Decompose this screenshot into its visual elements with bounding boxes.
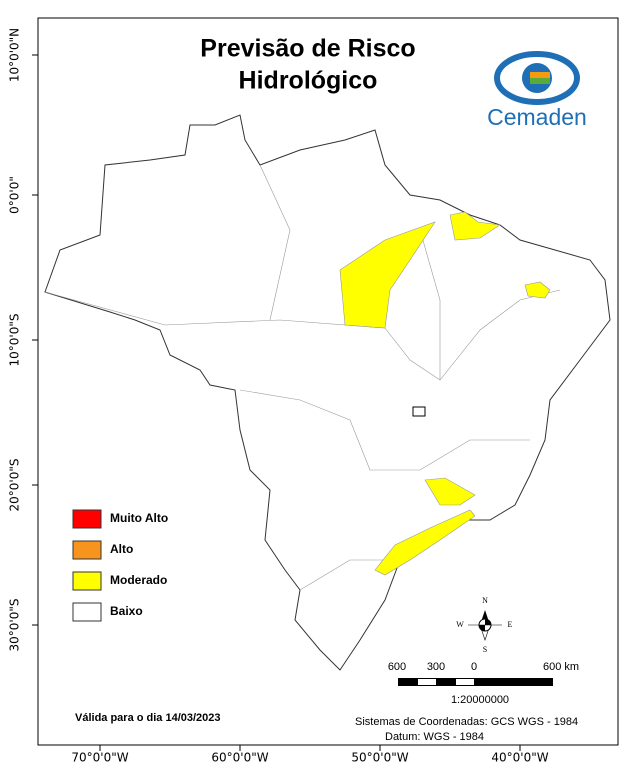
graticule-labels: 10°0'0"N 0°0'0" 10°0'0"S 20°0'0"S 30°0'0"S 70… bbox=[8, 28, 549, 765]
latitude-label: 0°0'0" bbox=[8, 176, 22, 214]
title-line: Previsão de Risco bbox=[200, 35, 415, 63]
latitude-label: 30°0'0"S bbox=[8, 599, 22, 652]
compass: N S W E bbox=[456, 596, 512, 654]
federal-district bbox=[412, 406, 426, 417]
legend: Muito Alto Alto Moderado Baixo bbox=[72, 509, 168, 622]
longitude-label: 50°0'0"W bbox=[351, 751, 408, 765]
legend-label: Moderado bbox=[110, 573, 167, 587]
coordinate-system: Sistemas de Coordenadas: GCS WGS - 1984 bbox=[355, 716, 578, 728]
legend-swatch bbox=[72, 540, 102, 560]
scale-ratio: 1:20000000 bbox=[451, 694, 509, 706]
longitude-label: 60°0'0"W bbox=[211, 751, 268, 765]
compass-letter: N bbox=[482, 596, 488, 605]
legend-label: Baixo bbox=[110, 604, 143, 618]
compass-letter: E bbox=[508, 620, 513, 629]
legend-label: Alto bbox=[110, 542, 133, 556]
coordinate-system: Datum: WGS - 1984 bbox=[385, 731, 484, 743]
country-outline bbox=[44, 114, 611, 671]
latitude-label: 10°0'0"S bbox=[8, 314, 22, 367]
scale-label: 0 bbox=[471, 661, 477, 673]
latitude-label: 20°0'0"S bbox=[8, 459, 22, 512]
scale-label: 300 bbox=[427, 661, 445, 673]
compass-letter: W bbox=[456, 620, 464, 629]
moderate-areas bbox=[339, 211, 551, 576]
logo-text: Cemaden bbox=[487, 104, 587, 130]
frame-ticks bbox=[32, 54, 521, 751]
title-line: Hidrológico bbox=[239, 67, 378, 95]
legend-swatch bbox=[72, 602, 102, 622]
latitude-label: 10°0'0"N bbox=[8, 28, 22, 82]
longitude-label: 70°0'0"W bbox=[71, 751, 128, 765]
legend-label: Muito Alto bbox=[110, 511, 168, 525]
scale-label: 600 bbox=[388, 661, 406, 673]
legend-swatch bbox=[72, 571, 102, 591]
compass-letter: S bbox=[483, 645, 487, 654]
scale-label: 600 km bbox=[543, 661, 579, 673]
legend-swatch bbox=[72, 509, 102, 529]
longitude-label: 40°0'0"W bbox=[491, 751, 548, 765]
validity-date: Válida para o dia 14/03/2023 bbox=[75, 712, 221, 724]
scale-bar: 600 300 0 600 km 1:20000000 bbox=[388, 661, 579, 706]
logo: Cemaden bbox=[487, 51, 587, 130]
